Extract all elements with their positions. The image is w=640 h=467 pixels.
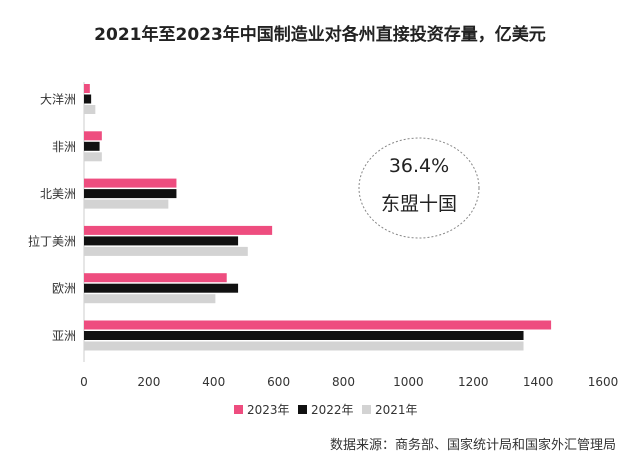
x-tick-label: 400 — [202, 375, 225, 389]
bar-拉丁美洲-2022年 — [84, 236, 239, 246]
bar-欧洲-2023年 — [84, 273, 227, 283]
bar-非洲-2021年 — [84, 152, 102, 162]
bar-拉丁美洲-2021年 — [84, 246, 248, 256]
chart-title: 2021年至2023年中国制造业对各州直接投资存量，亿美元 — [94, 25, 546, 45]
bar-大洋洲-2023年 — [84, 84, 90, 93]
legend-label: 2022年 — [311, 403, 354, 417]
annotation: 36.4% 东盟十国 — [358, 137, 480, 239]
legend-label: 2021年 — [375, 403, 418, 417]
annotation-label: 东盟十国 — [380, 193, 457, 215]
bar-亚洲-2022年 — [84, 331, 524, 340]
bar-拉丁美洲-2023年 — [84, 225, 273, 235]
y-tick-label: 欧洲 — [52, 282, 76, 296]
annotation-percent: 36.4% — [388, 155, 450, 177]
y-tick-label: 北美洲 — [40, 187, 76, 201]
bar-亚洲-2023年 — [84, 320, 552, 330]
legend-swatch — [298, 405, 307, 414]
legend-label: 2023年 — [247, 403, 290, 417]
y-tick-label: 亚洲 — [52, 329, 76, 343]
y-tick-label: 拉丁美洲 — [28, 233, 76, 248]
legend-swatch — [362, 405, 371, 414]
x-tick-label: 800 — [332, 375, 355, 389]
legend-swatch — [234, 405, 243, 414]
annotation-ellipse — [358, 137, 480, 239]
x-tick-label: 1400 — [523, 375, 554, 389]
x-tick-label: 1000 — [393, 375, 424, 389]
bar-亚洲-2021年 — [84, 341, 524, 351]
x-tick-label: 1600 — [588, 375, 619, 389]
bar-大洋洲-2021年 — [84, 105, 96, 114]
bar-北美洲-2022年 — [84, 189, 177, 199]
y-tick-label: 非洲 — [52, 140, 76, 154]
y-tick-label: 大洋洲 — [40, 92, 76, 107]
x-tick-label: 0 — [80, 375, 88, 389]
bar-北美洲-2021年 — [84, 199, 169, 209]
source-note: 数据来源：商务部、国家统计局和国家外汇管理局 — [329, 438, 616, 453]
bar-欧洲-2021年 — [84, 294, 216, 304]
bar-非洲-2023年 — [84, 131, 102, 141]
x-tick-label: 200 — [137, 375, 160, 389]
x-tick-label: 600 — [267, 375, 290, 389]
bar-非洲-2022年 — [84, 141, 100, 151]
x-tick-label: 1200 — [458, 375, 489, 389]
bar-欧洲-2022年 — [84, 283, 239, 293]
bar-北美洲-2023年 — [84, 178, 177, 188]
bar-大洋洲-2022年 — [84, 94, 92, 104]
